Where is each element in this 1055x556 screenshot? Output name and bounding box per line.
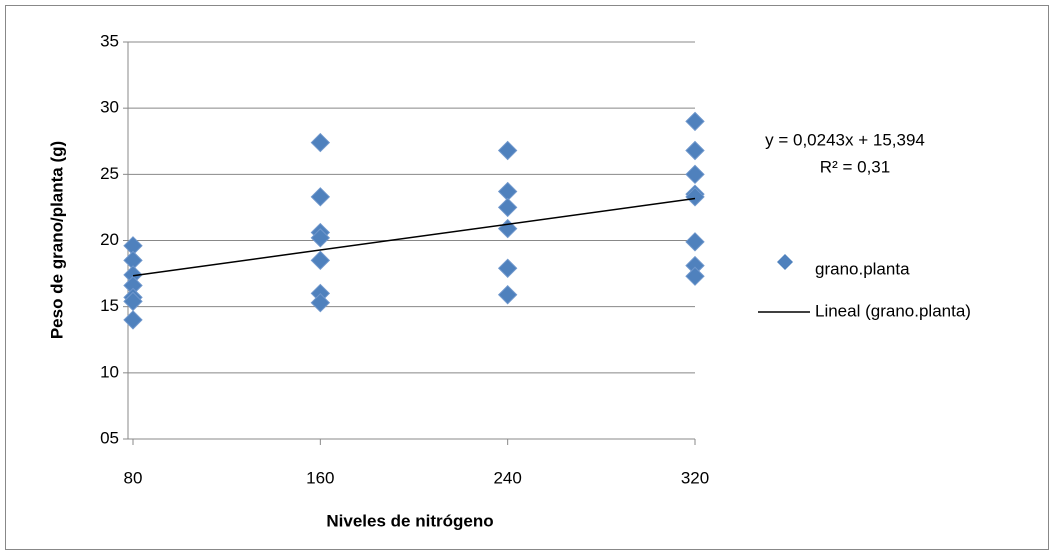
- trend-equation: y = 0,0243x + 15,394: [765, 130, 925, 149]
- point: [497, 197, 518, 218]
- y-tick-label: 30: [100, 98, 119, 117]
- y-tick-label: 10: [100, 362, 119, 381]
- chart-border: [5, 5, 1049, 550]
- x-tick-label: 240: [493, 468, 521, 487]
- trend-r2: R² = 0,31: [820, 157, 890, 176]
- y-tick-label: 15: [100, 296, 119, 315]
- y-tick-label: 05: [100, 428, 119, 447]
- point: [310, 187, 331, 207]
- point: [685, 232, 705, 252]
- point: [310, 228, 331, 248]
- point: [685, 164, 705, 185]
- point: [497, 140, 518, 161]
- point: [497, 285, 518, 305]
- point: [123, 310, 143, 330]
- y-axis-label: Peso de grano/planta (g): [47, 141, 66, 339]
- point: [310, 292, 331, 313]
- point: [685, 266, 705, 286]
- trendline: [132, 197, 696, 277]
- point: [685, 187, 705, 207]
- legend-label: grano.planta: [815, 259, 910, 278]
- point: [685, 140, 705, 161]
- point: [685, 111, 705, 132]
- y-tick-label: 25: [100, 164, 119, 183]
- legend-marker: [777, 254, 793, 270]
- legend-label: Lineal (grano.planta): [815, 301, 971, 320]
- x-tick-label: 80: [124, 468, 143, 487]
- y-tick-label: 20: [100, 230, 119, 249]
- y-tick-label: 35: [100, 31, 119, 50]
- point: [310, 250, 331, 271]
- x-tick-label: 320: [681, 468, 709, 487]
- point: [310, 132, 331, 153]
- x-axis-label: Niveles de nitrógeno: [326, 511, 493, 530]
- point: [497, 258, 518, 278]
- x-tick-label: 160: [306, 468, 334, 487]
